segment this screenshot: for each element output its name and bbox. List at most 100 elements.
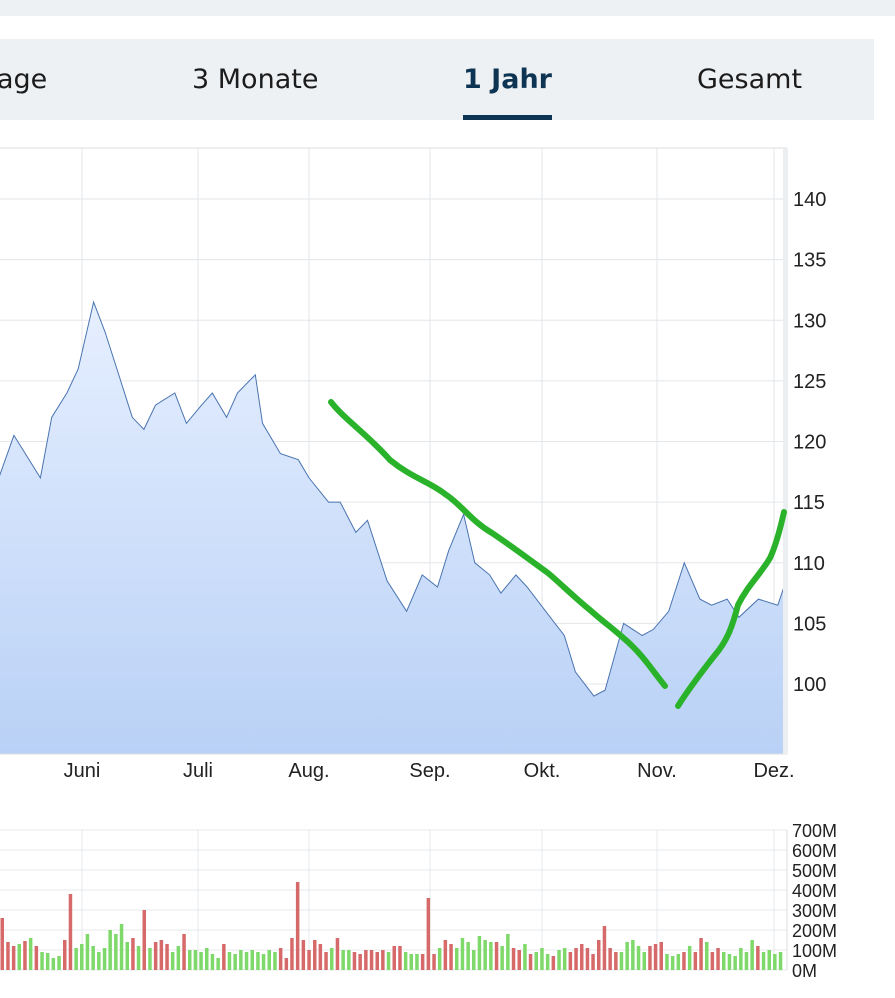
- volume-bar: [330, 948, 334, 970]
- volume-bar: [483, 940, 487, 970]
- volume-bar: [273, 952, 277, 970]
- volume-bar: [551, 956, 556, 970]
- volume-bar: [557, 950, 561, 970]
- volume-bar: [34, 946, 39, 970]
- tab-3-monate[interactable]: 3 Monate: [192, 39, 318, 120]
- volume-bar: [511, 948, 516, 970]
- volume-bar: [188, 950, 192, 970]
- volume-bar: [614, 952, 618, 970]
- tab-label: 3 Monate: [192, 64, 319, 95]
- price-x-tick-label: Okt.: [524, 760, 561, 782]
- volume-bar: [591, 954, 595, 970]
- volume-bar: [290, 938, 294, 970]
- volume-bar: [80, 944, 84, 970]
- volume-bar: [426, 898, 431, 970]
- volume-bar: [227, 952, 232, 970]
- volume-bar: [324, 952, 328, 970]
- volume-bar: [142, 910, 146, 970]
- volume-bar: [6, 942, 10, 970]
- volume-bar: [165, 944, 169, 970]
- volume-bar: [403, 952, 408, 970]
- volume-bar: [45, 953, 50, 970]
- volume-bar: [494, 942, 499, 970]
- volume-bar: [636, 946, 641, 970]
- trend-annotation-up: [675, 509, 787, 709]
- volume-bar: [358, 954, 362, 970]
- price-y-tick-label: 115: [793, 492, 825, 514]
- volume-bar: [449, 944, 453, 970]
- volume-bar: [108, 930, 112, 970]
- volume-bar: [455, 948, 459, 970]
- volume-bar: [693, 952, 698, 970]
- top-bar: [0, 0, 895, 16]
- volume-bar: [517, 950, 521, 970]
- price-y-tick-label: 105: [793, 613, 826, 635]
- volume-bar: [619, 952, 624, 970]
- volume-bar: [375, 952, 379, 970]
- volume-bar: [420, 954, 425, 970]
- volume-bar: [506, 934, 510, 970]
- volume-bar: [261, 954, 266, 970]
- volume-bar: [278, 948, 283, 970]
- volume-y-tick-label: 300M: [792, 901, 837, 921]
- volume-y-tick-label: 700M: [792, 821, 837, 841]
- volume-bar: [222, 944, 226, 970]
- tab-period-partial[interactable]: age: [0, 39, 47, 120]
- volume-bar: [335, 938, 340, 970]
- price-x-tick-label: Dez.: [753, 760, 794, 782]
- volume-bar: [756, 946, 760, 970]
- volume-bar: [307, 950, 311, 970]
- volume-bar: [97, 952, 101, 970]
- volume-bar: [68, 894, 73, 970]
- volume-bar: [562, 948, 567, 970]
- volume-bar: [733, 956, 737, 970]
- volume-bar: [432, 954, 436, 970]
- volume-bar: [364, 950, 368, 970]
- volume-bar: [250, 950, 254, 970]
- volume-bar: [472, 950, 476, 970]
- volume-bar: [585, 948, 590, 970]
- tab-label: Gesamt: [697, 64, 803, 95]
- volume-y-tick-label: 100M: [792, 941, 837, 961]
- volume-bar: [216, 958, 220, 970]
- volume-bar: [0, 918, 4, 970]
- volume-bar: [670, 956, 675, 970]
- volume-bar: [159, 940, 164, 970]
- price-y-tick-label: 125: [793, 371, 826, 393]
- price-x-tick-label: Juli: [183, 760, 213, 782]
- tab-gesamt[interactable]: Gesamt: [697, 39, 802, 120]
- volume-bar: [193, 950, 198, 970]
- volume-bar: [722, 952, 726, 970]
- volume-bar: [392, 946, 396, 970]
- volume-bar: [369, 950, 374, 970]
- volume-bar: [665, 954, 669, 970]
- price-y-tick-label: 120: [793, 432, 826, 454]
- price-x-axis: Juni Juli Aug. Sep. Okt. Nov. Dez.: [64, 760, 795, 782]
- price-x-tick-label: Sep.: [409, 760, 450, 782]
- volume-y-tick-label: 200M: [792, 921, 837, 941]
- volume-bar: [676, 954, 681, 970]
- volume-bar: [131, 938, 135, 970]
- volume-bar: [153, 942, 158, 970]
- price-x-tick-label: Juni: [64, 760, 101, 782]
- volume-bar: [477, 936, 482, 970]
- volume-bar: [341, 950, 345, 970]
- price-y-tick-label: 130: [793, 310, 826, 332]
- volume-bar: [602, 926, 607, 970]
- price-y-axis: 140 135 130 125 120 115 110 105 100: [793, 189, 826, 696]
- price-y-tick-label: 110: [793, 553, 825, 575]
- volume-bar: [528, 954, 533, 970]
- volume-bar: [23, 941, 27, 970]
- volume-bar: [91, 946, 95, 970]
- volume-bar: [17, 944, 21, 970]
- volume-bar: [648, 946, 652, 970]
- price-x-tick-label: Nov.: [637, 760, 677, 782]
- volume-bar: [523, 944, 527, 970]
- tab-1-jahr[interactable]: 1 Jahr: [463, 39, 552, 120]
- volume-bar: [534, 952, 538, 970]
- volume-bar: [199, 952, 203, 970]
- volume-bar: [597, 940, 601, 970]
- volume-bar: [744, 952, 749, 970]
- price-x-tick-label: Aug.: [288, 760, 329, 782]
